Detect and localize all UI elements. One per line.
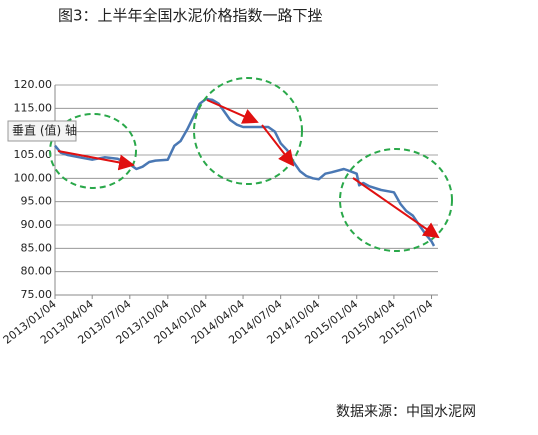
price-line — [54, 97, 436, 247]
y-tick-label: 105.00 — [14, 148, 53, 161]
y-tick-label: 75.00 — [21, 288, 53, 301]
chart-title: 图3：上半年全国水泥价格指数一路下挫 — [58, 7, 323, 25]
y-tick-label: 80.00 — [21, 265, 53, 278]
y-tick-label: 95.00 — [21, 195, 53, 208]
tooltip — [7, 120, 77, 142]
y-tick-label: 85.00 — [21, 241, 53, 254]
y-tick-label: 90.00 — [21, 218, 53, 231]
y-tick-label: 115.00 — [14, 101, 53, 114]
tooltip-text: 垂直 (值) 轴 — [12, 123, 77, 138]
y-tick-label: 120.00 — [14, 78, 53, 91]
annotations — [49, 77, 453, 252]
y-tick-label: 100.00 — [14, 171, 53, 184]
source: 数据来源：中国水泥网 — [336, 404, 476, 420]
